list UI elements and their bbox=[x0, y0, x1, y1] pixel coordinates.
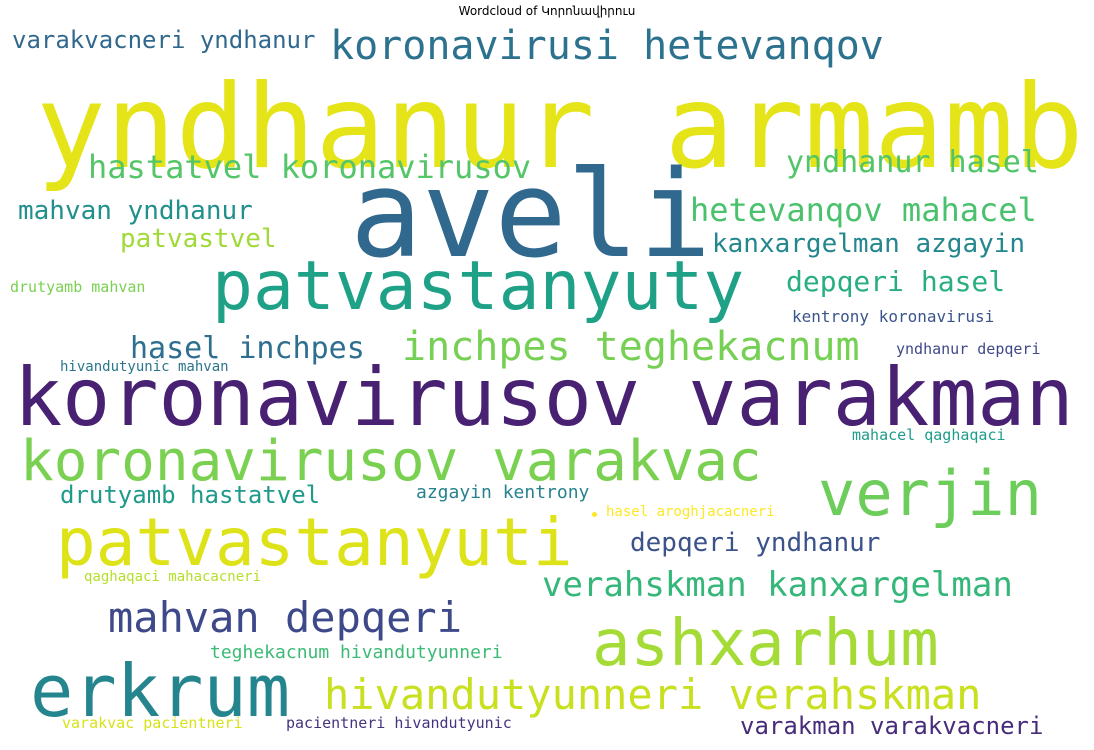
word-cloud-term: drutyamb mahvan bbox=[10, 278, 146, 296]
word-cloud-term: kanxargelman azgayin bbox=[712, 229, 1026, 259]
word-cloud-term: hasel aroghjacacneri bbox=[606, 504, 775, 520]
word-cloud-term: depqeri hasel bbox=[786, 265, 1006, 298]
word-cloud-term: varakvac pacientneri bbox=[62, 714, 243, 732]
word-cloud-term: patvastanyuty bbox=[212, 247, 745, 326]
chart-title: Wordcloud of Կորոնավիրուս bbox=[458, 4, 636, 18]
word-cloud-term: depqeri yndhanur bbox=[630, 528, 881, 558]
word-cloud-term: kentrony koronavirusi bbox=[792, 307, 995, 326]
word-cloud-term: verahskman kanxargelman bbox=[542, 565, 1013, 605]
word-cloud-term: koronavirusi hetevanqov bbox=[330, 23, 884, 69]
word-cloud-term: hetevanqov mahacel bbox=[690, 191, 1037, 229]
word-cloud-term: patvastvel bbox=[120, 224, 277, 254]
word-cloud-term: yndhanur armamb bbox=[36, 60, 1084, 195]
word-cloud-term: varakvacneri yndhanur bbox=[12, 26, 316, 54]
word-cloud-term: hastatvel koronavirusov bbox=[88, 148, 532, 186]
word-cloud-term: aveli bbox=[350, 146, 712, 285]
word-cloud-term: yndhanur depqeri bbox=[896, 340, 1041, 358]
word-cloud-term: hivandutyunic mahvan bbox=[60, 359, 229, 375]
word-cloud-term: hasel inchpes bbox=[130, 331, 365, 366]
word-cloud-term: patvastanyuti bbox=[56, 504, 573, 581]
word-cloud-term: azgayin kentrony bbox=[416, 482, 590, 503]
dot-marker bbox=[592, 512, 597, 517]
word-cloud-term: inchpes teghekacnum bbox=[402, 324, 860, 370]
word-cloud-term: varakman varakvacneri bbox=[740, 712, 1044, 740]
word-cloud-term: koronavirusov varakvac bbox=[20, 429, 762, 494]
word-cloud-term: ashxarhum bbox=[592, 607, 939, 681]
word-cloud-term: qaghaqaci mahacacneri bbox=[84, 569, 262, 585]
word-cloud-term: teghekacnum hivandutyunneri bbox=[210, 642, 503, 663]
word-cloud-term: mahvan depqeri bbox=[108, 593, 463, 642]
word-cloud-term: verjin bbox=[818, 457, 1042, 530]
word-cloud-term: erkrum bbox=[30, 649, 291, 733]
word-cloud-term: koronavirusov varakman bbox=[14, 351, 1074, 444]
word-cloud-term: mahvan yndhanur bbox=[18, 196, 253, 226]
word-cloud-term: drutyamb hastatvel bbox=[60, 481, 321, 509]
word-cloud-term: yndhanur hasel bbox=[786, 145, 1039, 180]
word-cloud-term: mahacel qaghaqaci bbox=[852, 426, 1006, 444]
word-cloud-term: pacientneri hivandutyunic bbox=[286, 714, 512, 732]
word-cloud-term: hivandutyunneri verahskman bbox=[324, 670, 982, 719]
